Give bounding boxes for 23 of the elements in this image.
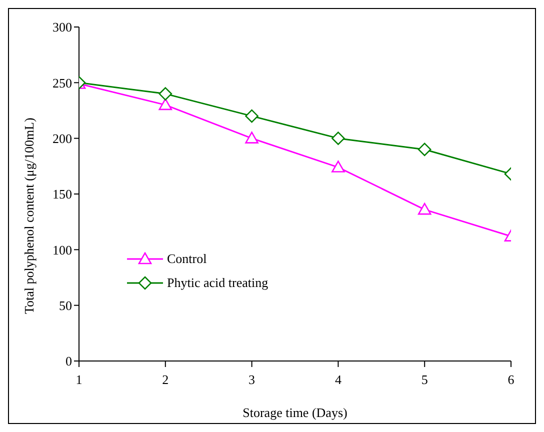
x-tick-label: 6 [508, 372, 515, 388]
point [245, 132, 258, 144]
x-tick-label: 4 [334, 372, 342, 388]
point [158, 87, 172, 100]
point [332, 132, 345, 145]
x-axis-title: Storage time (Days) [242, 405, 348, 420]
y-tick-label: 200 [52, 130, 72, 146]
x-tick-label: 1 [76, 372, 82, 388]
y-tick-label: 150 [52, 186, 72, 202]
y-tick-label: 300 [52, 20, 72, 35]
point [245, 109, 258, 123]
point [158, 98, 172, 110]
y-axis-title: Total polyphenol content (μg/100mL) [22, 118, 37, 314]
legend-label: Control [167, 250, 207, 268]
y-tick-label: 250 [52, 75, 72, 90]
y-tick-label: 100 [52, 242, 72, 258]
x-tick-label: 5 [421, 372, 428, 388]
x-tick-label: 3 [248, 372, 256, 388]
y-tick-label: 50 [59, 298, 72, 313]
legend-label: Phytic acid treating [167, 274, 268, 292]
y-tick-label: 0 [66, 354, 72, 369]
point [332, 160, 345, 172]
x-tick-label: 2 [162, 372, 169, 388]
